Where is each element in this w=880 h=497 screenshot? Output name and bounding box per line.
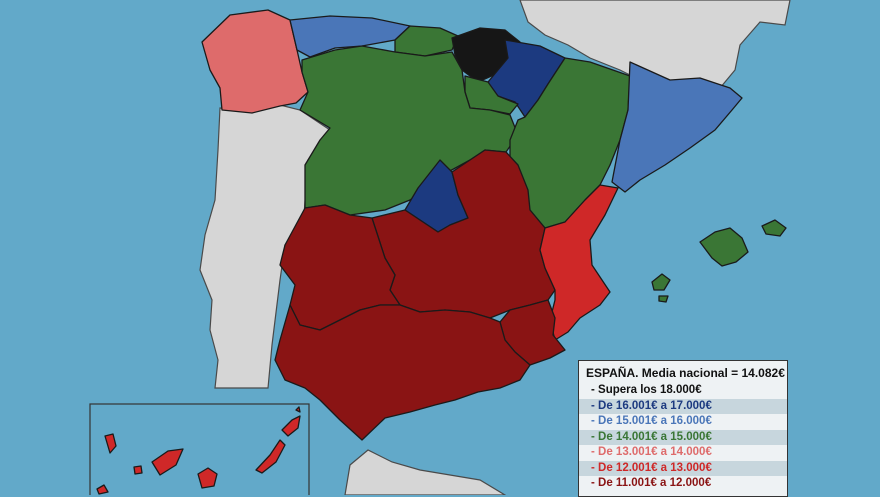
region-baleares-mallorca [699, 227, 749, 267]
legend-item-14001-15000: - De 14.001€ a 15.000€ [579, 429, 787, 445]
region-andalucia [274, 304, 531, 441]
legend-title: ESPAÑA. Media nacional = 14.082€ [586, 366, 785, 380]
region-baleares-ibiza [651, 273, 671, 291]
region-canarias [96, 406, 301, 495]
region-baleares-formentera [658, 295, 669, 303]
region-cataluna [611, 61, 743, 193]
legend-item-supera-18000: - Supera los 18.000€ [591, 384, 702, 396]
morocco [344, 449, 507, 495]
legend-item-11001-12000: - De 11.001€ a 12.000€ [591, 477, 712, 489]
legend-item-15001-16000: - De 15.001€ a 16.000€ [591, 415, 712, 427]
region-cantabria [394, 25, 459, 57]
legend-item-13001-14000: - De 13.001€ a 14.000€ [591, 446, 712, 458]
legend-item-12001-13000: - De 12.001€ a 13.000€ [579, 460, 787, 476]
region-galicia [201, 9, 309, 114]
region-asturias [289, 15, 411, 58]
map-legend: ESPAÑA. Media nacional = 14.082€ - Super… [578, 360, 788, 497]
region-valencia [539, 184, 619, 341]
region-baleares-menorca [761, 219, 787, 237]
legend-item-16001-17000: - De 16.001€ a 17.000€ [579, 398, 787, 414]
